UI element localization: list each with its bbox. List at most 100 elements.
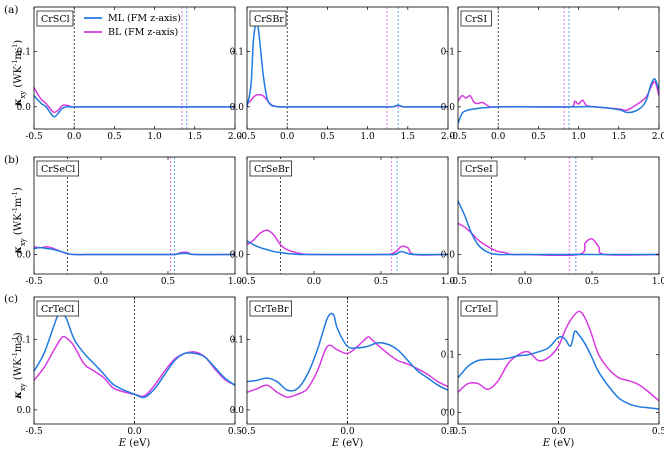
x-tick-label: 0.0 (340, 427, 355, 437)
x-axis-label: E (eV) (118, 438, 151, 449)
row-letters: (a) (b) (c) (4, 4, 19, 305)
series-ml-line (247, 240, 448, 256)
series-bl-line (458, 310, 659, 402)
y-axis-label-part: ) (13, 187, 24, 191)
x-tick-label: 0.0 (127, 427, 142, 437)
series-ml-line (247, 21, 448, 108)
compound-label: CrTeBr (254, 304, 289, 315)
legend-ml-label: ML (FM z-axis) (108, 13, 181, 24)
x-tick-label: 0.0 (307, 277, 322, 287)
row-letter-b: (b) (4, 154, 19, 166)
y-axis-label-part: -1 (11, 60, 19, 66)
x-tick-label: -0.5 (238, 277, 256, 287)
x-axis-label-unit: (eV) (550, 438, 574, 449)
row-letter-a: (a) (4, 4, 18, 16)
y-tick-label: 0.0 (17, 103, 32, 113)
x-tick-label: 0.5 (652, 427, 664, 437)
y-tick-label: 0.0 (230, 251, 245, 261)
x-tick-label: 0.0 (94, 277, 109, 287)
y-axis-label-part: xy (19, 91, 27, 99)
y-tick-label: 0.0 (17, 251, 32, 261)
series-ml-line (34, 95, 235, 118)
compound-label: CrSCl (41, 14, 70, 25)
y-axis-label-part: ) (13, 332, 24, 336)
panel-curves (247, 229, 448, 256)
x-tick-label: 0.0 (280, 132, 295, 142)
x-tick-label: 0.5 (320, 132, 335, 142)
x-tick-label: -0.5 (25, 427, 43, 437)
panel-curves (34, 87, 235, 118)
x-tick-label: 1.5 (188, 132, 203, 142)
series-ml-line (247, 312, 448, 392)
y-axis-label-part: (WK (13, 213, 24, 238)
y-axis-label-part: m (13, 342, 24, 352)
panel-frame (33, 156, 236, 275)
y-tick-label: 0.1 (441, 47, 455, 57)
x-axis-label-unit: (eV) (126, 438, 150, 449)
x-tick-label: 0.0 (551, 427, 566, 437)
x-axis-label-symbol: E (542, 438, 551, 449)
x-tick-label: 0.5 (585, 277, 600, 287)
series-bl-line (247, 93, 448, 108)
x-axis-label-symbol: E (118, 438, 127, 449)
x-tick-label: -0.5 (449, 427, 467, 437)
y-axis-label-part: -1 (11, 44, 19, 50)
compound-label-box (36, 160, 79, 177)
x-tick-label: 2.0 (652, 132, 664, 142)
x-tick-label: 1.0 (652, 277, 664, 287)
y-axis-label-part: xy (19, 238, 27, 246)
x-tick-label: 0.5 (107, 132, 122, 142)
y-tick-label: 0.0 (441, 251, 456, 261)
x-tick-label: -0.5 (449, 132, 467, 142)
x-tick-label: -0.5 (238, 427, 256, 437)
panel-crsbr: -0.5 0.0 0.5 1.0 1.5 2.0 0.0 0.1 CrSBr (230, 6, 456, 142)
y-tick-label: 0.0 (17, 406, 32, 416)
series-bl-line (34, 245, 235, 256)
y-tick-label: 0.0 (441, 408, 456, 418)
series-bl-line (458, 222, 659, 257)
series-bl-line (247, 229, 448, 256)
x-tick-label: 1.0 (228, 277, 243, 287)
panel-crsebr: -0.5 0.0 0.5 1.0 0.0 CrSeBr (230, 156, 455, 287)
compound-label-box (36, 10, 74, 27)
y-axis-label: κxy (WK-1m-1) (11, 332, 27, 399)
x-axis-label: E (eV) (542, 438, 575, 449)
panel-crtebr: -0.5 0.0 0.5 0.0 0.1 CrTeBr E (eV) (230, 296, 456, 449)
y-tick-label: 0.1 (230, 335, 244, 345)
panel-crsi: -0.5 0.0 0.5 1.0 1.5 2.0 0.0 0.1 CrSI (441, 6, 664, 142)
x-axis-label-unit: (eV) (339, 438, 363, 449)
y-axis-label-part: -1 (11, 207, 19, 213)
series-ml-line (458, 78, 659, 124)
panel-frame (246, 156, 449, 275)
y-axis-label-part: κ (13, 391, 24, 400)
compound-label: CrTeI (465, 304, 492, 315)
panel-curves (458, 200, 659, 257)
panel-curves (34, 245, 235, 256)
compound-label: CrSeI (465, 164, 493, 175)
series-ml-line (458, 330, 659, 410)
x-tick-label: 2.0 (441, 132, 456, 142)
x-tick-label: 1.0 (147, 132, 162, 142)
x-axis-label: E (eV) (331, 438, 364, 449)
x-tick-label: 0.5 (441, 427, 456, 437)
y-tick-label: 0.0 (230, 103, 245, 113)
compound-label: CrSeBr (254, 164, 290, 175)
y-axis-label-part: ) (13, 40, 24, 44)
y-tick-label: 0.1 (17, 47, 31, 57)
compound-label-box (249, 300, 292, 317)
compound-label: CrSBr (254, 14, 284, 25)
series-bl-line (34, 87, 235, 114)
y-axis-label: κxy (WK-1m-1) (11, 187, 27, 254)
series-ml-line (458, 200, 659, 256)
compound-label-box (460, 160, 498, 177)
y-axis-label-part: m (13, 50, 24, 60)
x-tick-label: 0.0 (67, 132, 82, 142)
x-tick-label: -0.5 (238, 132, 256, 142)
x-tick-label: 1.0 (571, 132, 586, 142)
panel-curves (247, 312, 448, 398)
y-tick-label: 0.0 (230, 406, 245, 416)
